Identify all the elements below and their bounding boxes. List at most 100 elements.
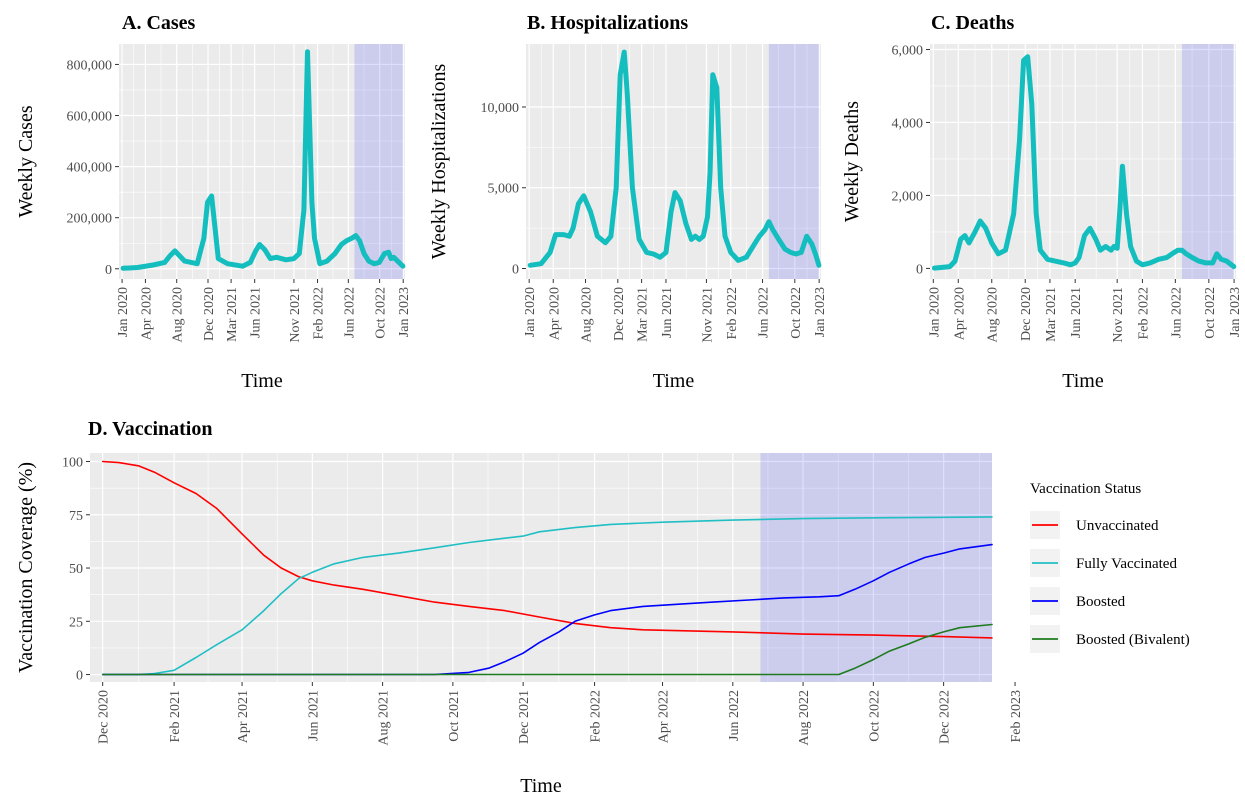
panel-title-cases: A. Cases bbox=[122, 12, 196, 34]
x-tick-label: Jan 2023 bbox=[813, 287, 828, 337]
x-tick-label: Aug 2020 bbox=[580, 287, 595, 343]
plot-background-hospitalizations bbox=[526, 44, 821, 279]
x-tick-label: Aug 2020 bbox=[986, 287, 1001, 343]
y-axis-title-cases: Weekly Cases bbox=[15, 105, 37, 217]
legend-label-boosted-bivalent: Boosted (Bivalent) bbox=[1076, 632, 1190, 648]
y-tick-label: 600,000 bbox=[67, 110, 113, 125]
series-line-cases bbox=[120, 49, 406, 271]
y-tick-label: 0 bbox=[916, 262, 923, 277]
x-tick-label: Dec 2020 bbox=[1019, 287, 1034, 341]
axis-ticks-hospitalizations: 0 5,000 10,000 Jan 2020 Apr 2020 Aug 2020 Dec … bbox=[481, 101, 829, 343]
x-tick-label: Jun 2021 bbox=[249, 287, 264, 338]
series-cases bbox=[120, 49, 406, 271]
x-tick-label: Feb 2021 bbox=[168, 690, 183, 743]
shaded-region-deaths bbox=[1181, 44, 1234, 279]
series-line-deaths bbox=[931, 54, 1237, 271]
x-tick-label: Nov 2021 bbox=[288, 287, 303, 343]
gridlines-deaths bbox=[930, 44, 1236, 279]
x-tick-label: Jun 2022 bbox=[757, 287, 772, 338]
y-tick-label: 0 bbox=[76, 669, 83, 684]
x-tick-label: Feb 2022 bbox=[312, 287, 327, 340]
x-tick-label: Feb 2022 bbox=[725, 287, 740, 340]
gridlines-cases bbox=[119, 44, 405, 279]
x-tick-label: Jun 2022 bbox=[342, 287, 357, 338]
x-tick-label: Jan 2020 bbox=[927, 287, 942, 337]
y-tick-label: 0 bbox=[105, 263, 112, 278]
y-tick-label: 800,000 bbox=[67, 58, 113, 73]
y-tick-label: 0 bbox=[512, 263, 519, 278]
legend-items: Unvaccinated Fully Vaccinated Boosted Boost… bbox=[1030, 511, 1190, 653]
x-tick-label: Apr 2020 bbox=[547, 287, 562, 340]
x-tick-label: Feb 2022 bbox=[589, 690, 604, 743]
x-tick-label: Apr 2020 bbox=[139, 287, 154, 340]
x-tick-label: Apr 2022 bbox=[657, 690, 672, 743]
series-line-boosted bbox=[101, 543, 993, 676]
y-tick-label: 4,000 bbox=[892, 116, 924, 131]
x-tick-label: Feb 2023 bbox=[1009, 690, 1024, 743]
axis-ticks-cases: 0 200,000 400,000 600,000 800,000 Jan 2020 Apr… bbox=[67, 58, 413, 342]
series-line-hospitalizations bbox=[527, 49, 822, 268]
x-tick-label: Jun 2022 bbox=[727, 690, 742, 741]
x-tick-label: Apr 2020 bbox=[952, 287, 967, 340]
x-axis-title-hospitalizations: Time bbox=[653, 370, 695, 392]
x-tick-label: Dec 2020 bbox=[202, 287, 217, 341]
x-tick-label: Oct 2022 bbox=[867, 690, 882, 742]
x-tick-label: Feb 2022 bbox=[1136, 287, 1151, 340]
x-tick-label: Nov 2021 bbox=[700, 287, 715, 343]
x-tick-label: Nov 2021 bbox=[1111, 287, 1126, 343]
y-tick-label: 2,000 bbox=[892, 189, 924, 204]
x-tick-label: Jan 2020 bbox=[116, 287, 131, 337]
x-tick-label: Aug 2021 bbox=[377, 690, 392, 746]
legend-title: Vaccination Status bbox=[1030, 481, 1141, 497]
series-deaths bbox=[931, 54, 1237, 271]
y-tick-label: 200,000 bbox=[67, 212, 113, 227]
axis-ticks-deaths: 0 2,000 4,000 6,000 Jan 2020 Apr 2020 Aug 2020… bbox=[892, 43, 1244, 342]
y-tick-label: 100 bbox=[62, 456, 83, 471]
axis-ticks-vaccination: 0 25 50 75 100 Dec 2020 Feb 2021 Apr 2021 Jun 20… bbox=[62, 456, 1024, 746]
x-tick-label: Jun 2021 bbox=[306, 690, 321, 741]
x-tick-label: Oct 2021 bbox=[447, 690, 462, 742]
x-tick-label: Jan 2023 bbox=[1228, 287, 1243, 337]
y-tick-label: 75 bbox=[69, 509, 83, 524]
y-tick-label: 10,000 bbox=[481, 101, 520, 116]
x-tick-label: Apr 2021 bbox=[236, 690, 251, 743]
x-tick-label: Dec 2020 bbox=[612, 287, 627, 341]
panel-cases: A. Cases 0 200,000 400,000 600,000 800,000 Ja… bbox=[15, 12, 412, 392]
series-line-boosted-bivalent bbox=[101, 623, 993, 676]
x-tick-label: Oct 2022 bbox=[1203, 287, 1218, 339]
gridlines-vaccination bbox=[90, 453, 1016, 682]
x-axis-title-vaccination: Time bbox=[520, 775, 562, 796]
y-axis-title-hospitalizations: Weekly Hospitalizations bbox=[428, 64, 450, 260]
shaded-region-cases bbox=[354, 44, 403, 279]
x-tick-label: Jan 2020 bbox=[523, 287, 538, 337]
x-axis-title-cases: Time bbox=[241, 370, 283, 392]
x-tick-label: Oct 2022 bbox=[374, 287, 389, 339]
x-tick-label: Aug 2022 bbox=[797, 690, 812, 746]
y-tick-label: 25 bbox=[69, 615, 83, 630]
legend: Vaccination Status Unvaccinated Fully Vac… bbox=[1018, 470, 1233, 653]
y-tick-label: 50 bbox=[69, 562, 83, 577]
x-tick-label: Dec 2020 bbox=[97, 690, 112, 744]
x-tick-label: Mar 2021 bbox=[636, 287, 651, 342]
panel-deaths: C. Deaths 0 2,000 4,000 6,000 Jan 2020 Apr 20… bbox=[841, 12, 1243, 392]
legend-label-unvaccinated: Unvaccinated bbox=[1076, 518, 1159, 534]
y-tick-label: 400,000 bbox=[67, 161, 113, 176]
x-tick-label: Aug 2020 bbox=[171, 287, 186, 343]
legend-label-fully-vaccinated: Fully Vaccinated bbox=[1076, 556, 1177, 572]
panel-hospitalizations: B. Hospitalizations 0 5,000 10,000 Jan 2020… bbox=[428, 12, 828, 392]
shaded-region-vaccination bbox=[760, 453, 992, 682]
x-tick-label: Mar 2021 bbox=[1044, 287, 1059, 342]
y-axis-title-vaccination: Vaccination Coverage (%) bbox=[15, 462, 37, 673]
series-hospitalizations bbox=[527, 49, 822, 268]
y-tick-label: 6,000 bbox=[892, 43, 924, 58]
panel-title-deaths: C. Deaths bbox=[931, 12, 1015, 34]
series-vaccination bbox=[101, 460, 993, 676]
y-tick-label: 5,000 bbox=[488, 182, 520, 197]
y-axis-title-deaths: Weekly Deaths bbox=[841, 101, 863, 222]
series-line-fully-vaccinated bbox=[101, 516, 993, 676]
x-tick-label: Jan 2023 bbox=[397, 287, 412, 337]
panel-title-vaccination: D. Vaccination bbox=[88, 418, 212, 440]
x-tick-label: Jun 2022 bbox=[1169, 287, 1184, 338]
x-tick-label: Dec 2021 bbox=[517, 690, 532, 744]
